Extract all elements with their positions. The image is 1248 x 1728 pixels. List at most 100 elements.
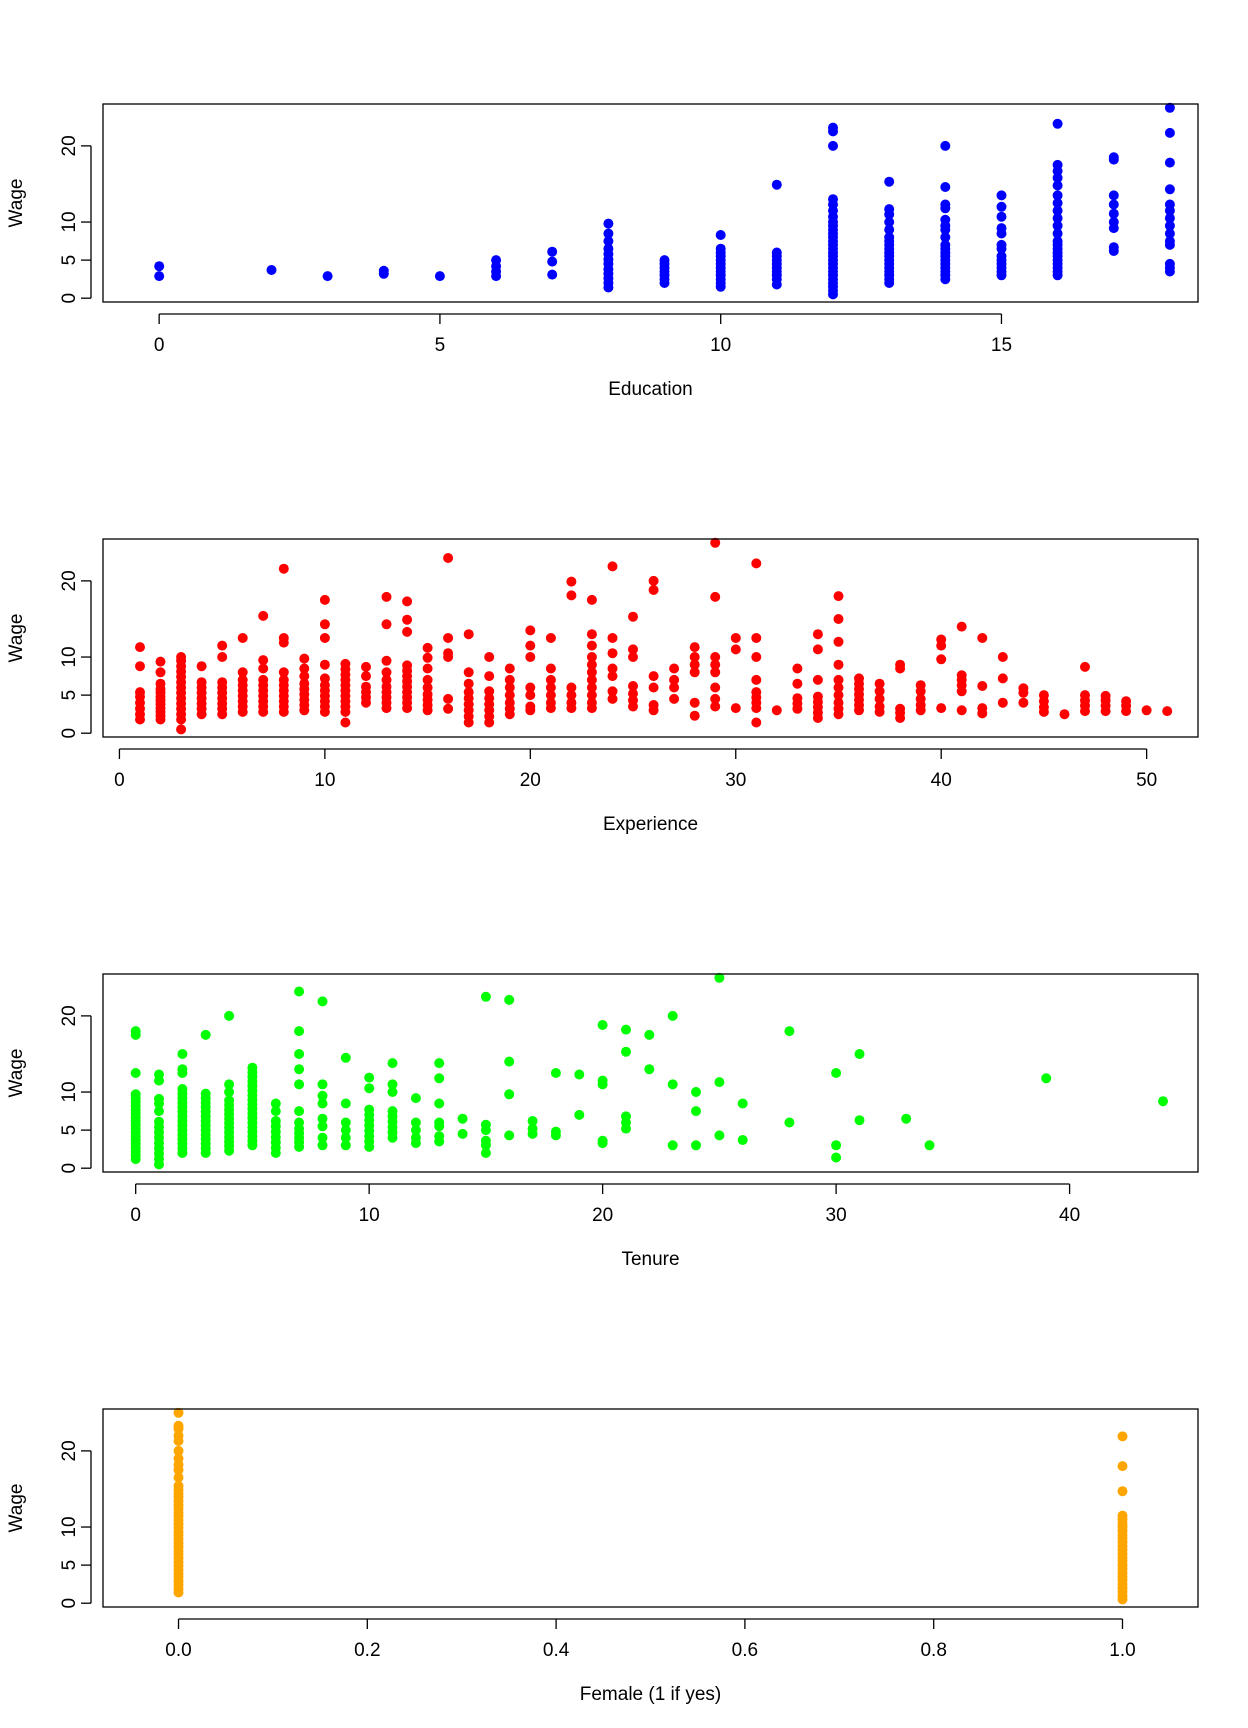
data-point <box>1052 236 1063 247</box>
data-point <box>410 1125 421 1136</box>
data-point <box>317 1090 328 1101</box>
data-point <box>387 1106 398 1117</box>
data-point <box>317 1098 328 1109</box>
data-point <box>443 553 454 563</box>
data-point <box>586 674 597 685</box>
data-point <box>884 232 895 243</box>
data-point <box>130 1089 141 1100</box>
x-tick-label: 0 <box>114 770 125 791</box>
data-point <box>270 1106 281 1117</box>
data-point <box>644 1064 655 1075</box>
data-point <box>915 680 926 691</box>
data-point <box>691 1106 701 1117</box>
data-point <box>387 1087 398 1097</box>
y-tick-label: 20 <box>59 1005 80 1026</box>
data-point <box>940 239 951 250</box>
data-point <box>258 663 269 674</box>
data-point <box>173 1407 184 1418</box>
data-point <box>550 1126 561 1137</box>
x-tick-label: 10 <box>314 770 335 791</box>
data-point <box>319 659 330 670</box>
data-point <box>381 667 392 678</box>
data-point <box>771 247 782 258</box>
y-tick-label: 5 <box>59 255 80 266</box>
data-point <box>1117 1486 1128 1497</box>
data-point <box>566 697 577 708</box>
data-point <box>317 1132 328 1143</box>
data-point <box>940 232 951 243</box>
data-point <box>621 1024 631 1035</box>
y-tick-label: 5 <box>59 690 80 701</box>
y-tick-label: 20 <box>59 135 80 156</box>
data-point <box>874 686 885 697</box>
data-point <box>402 596 413 607</box>
data-point <box>402 614 413 625</box>
data-point <box>936 654 947 665</box>
data-point <box>1164 220 1175 231</box>
data-point <box>997 652 1008 662</box>
plot-frame <box>102 103 1199 303</box>
data-point <box>402 660 413 671</box>
data-point <box>751 687 762 698</box>
data-point <box>1052 180 1063 191</box>
data-point <box>224 1087 235 1097</box>
data-point <box>340 1132 351 1143</box>
data-point <box>628 681 638 691</box>
data-point <box>996 251 1007 262</box>
data-point <box>177 1084 188 1094</box>
data-point <box>154 271 165 282</box>
y-tick-label: 0 <box>59 1163 80 1174</box>
data-point <box>831 1068 842 1078</box>
x-tick-label: 30 <box>725 770 746 791</box>
data-point <box>784 1117 795 1128</box>
data-point <box>480 1148 491 1158</box>
data-point <box>224 1010 235 1021</box>
y-tick-label: 10 <box>59 1516 80 1537</box>
data-point <box>294 1049 305 1059</box>
data-point <box>833 697 844 708</box>
data-point <box>996 201 1007 212</box>
data-point <box>833 591 844 602</box>
y-axis-label: Wage <box>6 179 27 228</box>
x-tick-label: 30 <box>826 1205 847 1226</box>
data-point <box>1100 690 1111 701</box>
data-point <box>1164 258 1175 269</box>
data-point <box>504 682 515 693</box>
data-point <box>545 674 556 685</box>
data-point <box>130 1068 141 1078</box>
data-point <box>710 659 721 670</box>
data-point <box>956 621 967 632</box>
data-point <box>463 678 474 689</box>
data-point <box>1018 683 1029 694</box>
data-point <box>586 697 597 708</box>
data-point <box>299 671 310 682</box>
data-point <box>422 652 433 663</box>
data-point <box>874 701 885 712</box>
data-point <box>924 1140 935 1151</box>
data-point <box>895 703 906 714</box>
data-point <box>484 652 495 662</box>
data-point <box>1164 184 1175 195</box>
data-point <box>294 1064 305 1075</box>
plot-frame <box>102 1408 1199 1608</box>
data-point <box>545 682 556 693</box>
x-tick-label: 0.4 <box>543 1640 570 1661</box>
data-point <box>597 1020 608 1030</box>
data-point <box>586 640 597 651</box>
data-point <box>364 1083 375 1094</box>
data-point <box>895 659 906 670</box>
data-point <box>833 614 844 624</box>
data-point <box>525 701 536 712</box>
data-point <box>443 633 454 643</box>
data-point <box>574 1109 585 1120</box>
data-point <box>200 1029 211 1040</box>
data-point <box>667 1079 678 1090</box>
data-point <box>196 677 207 688</box>
data-point <box>545 690 556 701</box>
points-group <box>135 537 1173 735</box>
data-point <box>545 663 556 674</box>
data-point <box>831 1152 842 1163</box>
y-axis-label: Wage <box>6 1049 27 1098</box>
y-tick-label: 20 <box>59 1440 80 1461</box>
data-point <box>504 994 515 1005</box>
